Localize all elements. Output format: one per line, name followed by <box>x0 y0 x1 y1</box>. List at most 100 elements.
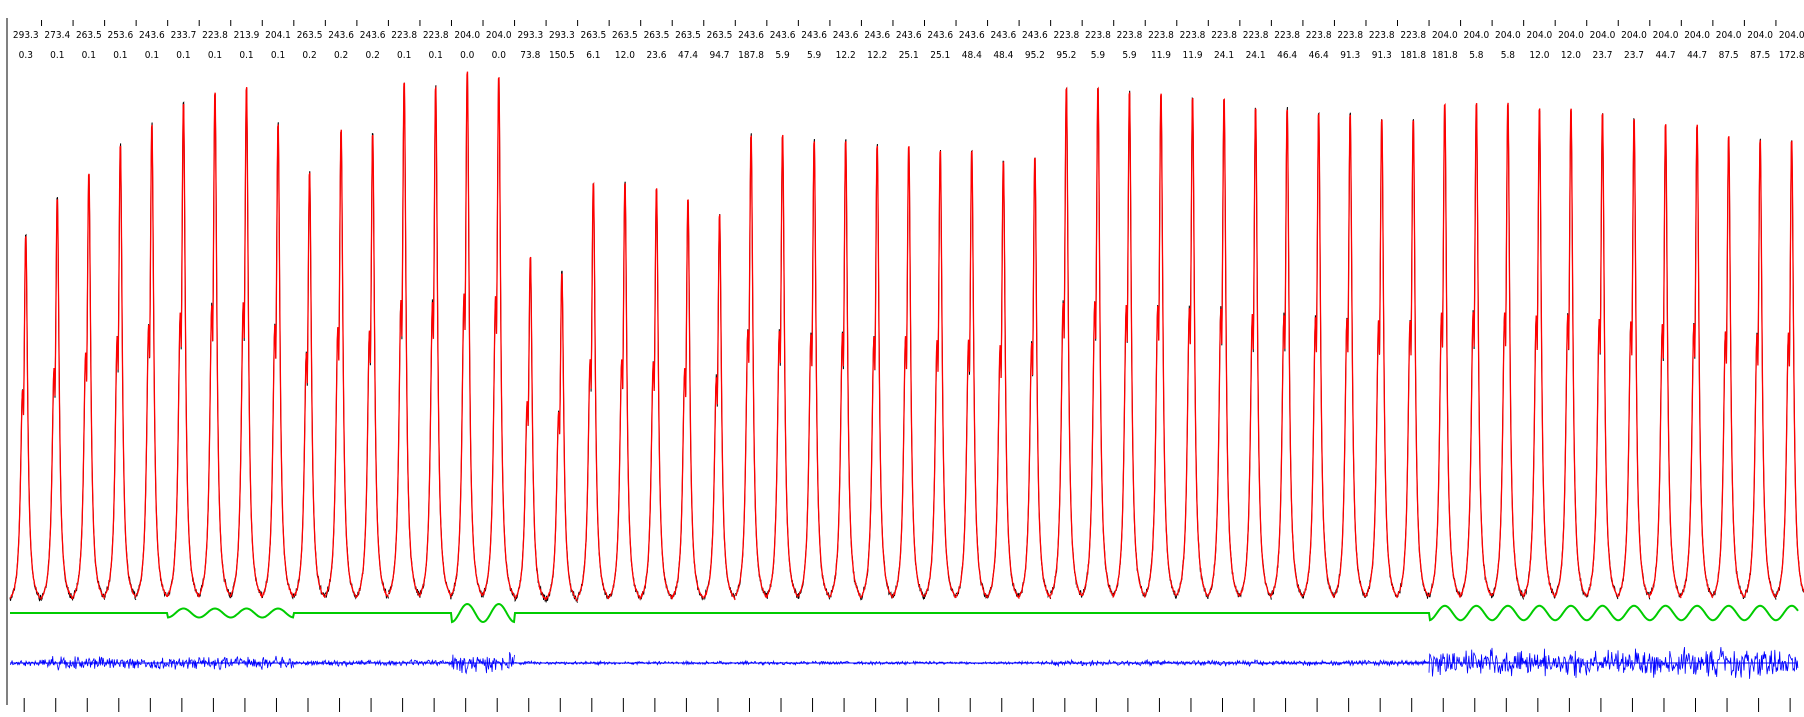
measured-peak <box>261 122 295 600</box>
top-row-label: 263.5 <box>675 30 701 41</box>
second-row-label: 5.9 <box>1091 50 1106 61</box>
measured-peak <box>1333 112 1367 598</box>
second-row-label: 0.2 <box>302 50 316 61</box>
second-row-label: 23.7 <box>1592 50 1612 61</box>
top-row-label: 243.6 <box>328 30 354 41</box>
second-row-label: 48.4 <box>993 50 1013 61</box>
fit-peak <box>1239 108 1272 598</box>
fit-peak <box>892 146 925 598</box>
top-row-label: 243.6 <box>833 30 859 41</box>
measured-peak <box>829 139 862 601</box>
top-row-label: 204.0 <box>1684 30 1710 41</box>
fit-peak <box>1744 140 1777 599</box>
second-row-label: 187.8 <box>738 50 764 61</box>
measured-peak <box>1081 87 1115 598</box>
second-row-label: 24.1 <box>1214 50 1234 61</box>
top-row-label: 223.8 <box>1274 30 1300 41</box>
top-row-label: 243.6 <box>959 30 985 41</box>
fit-peak <box>1428 103 1462 599</box>
second-row-label: 0.1 <box>397 50 411 61</box>
second-row-label: 0.1 <box>113 50 127 61</box>
second-row-label: 25.1 <box>930 50 950 61</box>
fit-peak <box>1396 120 1430 597</box>
fit-peak <box>955 149 989 599</box>
second-row-label: 48.4 <box>962 50 982 61</box>
measured-peak <box>198 93 232 599</box>
residual-segment <box>293 658 452 668</box>
fit-peak <box>608 183 642 601</box>
second-row-label: 5.8 <box>1501 50 1516 61</box>
top-row-label: 233.7 <box>171 30 197 41</box>
top-row-label: 223.8 <box>1369 30 1395 41</box>
fit-peak <box>1144 93 1178 597</box>
top-row-label: 204.0 <box>1621 30 1647 41</box>
top-row-label: 223.8 <box>1117 30 1143 41</box>
second-row-label: 11.9 <box>1183 50 1203 61</box>
measured-peak <box>734 133 768 596</box>
measured-peak <box>230 87 263 598</box>
fit-peak <box>261 124 295 598</box>
second-row-label: 0.1 <box>239 50 253 61</box>
fit-peak <box>1207 98 1241 598</box>
fit-peak <box>1081 86 1115 599</box>
top-row-label: 223.8 <box>1148 30 1174 41</box>
fit-peak <box>1459 103 1493 597</box>
top-row-label: 223.8 <box>202 30 228 41</box>
measured-peak <box>1744 138 1777 600</box>
residual-segment <box>1050 658 1429 668</box>
second-row-label: 12.2 <box>836 50 856 61</box>
second-row-label: 12.2 <box>867 50 887 61</box>
measured-peak <box>1302 112 1335 599</box>
residual-segment <box>9 659 42 667</box>
fit-peak <box>1302 112 1335 599</box>
measured-peak <box>293 171 326 598</box>
second-row-label: 181.8 <box>1432 50 1458 61</box>
top-row-label: 223.8 <box>1243 30 1269 41</box>
fit-peak <box>72 173 106 599</box>
residual-segment <box>514 659 1051 667</box>
top-row-label: 293.3 <box>13 30 39 41</box>
top-row-label: 243.6 <box>770 30 796 41</box>
fit-peak <box>9 236 43 600</box>
fit-peak <box>104 145 137 598</box>
measured-peak <box>1239 107 1272 600</box>
top-row-label: 204.0 <box>1716 30 1742 41</box>
measured-peak <box>1523 109 1556 599</box>
fit-peak <box>860 145 894 599</box>
measured-peak <box>766 136 799 600</box>
top-row-label: 263.5 <box>612 30 638 41</box>
second-row-label: 5.9 <box>807 50 822 61</box>
top-row-label: 204.0 <box>1558 30 1584 41</box>
second-row-label: 94.7 <box>710 50 730 61</box>
measured-peak <box>608 181 642 601</box>
second-row-label: 23.7 <box>1624 50 1644 61</box>
fit-peak <box>230 86 263 599</box>
fit-peak <box>671 199 704 600</box>
residual-segment <box>41 655 294 671</box>
top-row-label: 273.4 <box>44 30 70 41</box>
measured-peak <box>640 189 673 600</box>
second-row-label: 87.5 <box>1750 50 1770 61</box>
second-row-label: 181.8 <box>1400 50 1426 61</box>
fit-peak <box>198 92 232 598</box>
second-row-label: 12.0 <box>615 50 635 61</box>
measured-peak <box>577 183 610 600</box>
fit-peak <box>167 103 200 598</box>
measured-peak <box>72 174 106 600</box>
top-row-label: 243.6 <box>360 30 386 41</box>
measured-peak <box>324 130 358 600</box>
measured-peak <box>419 85 452 600</box>
second-row-label: 172.8 <box>1779 50 1804 61</box>
fit-peak <box>419 85 452 599</box>
measured-peak <box>1649 125 1682 598</box>
fit-peak <box>545 273 579 602</box>
second-row-label: 95.2 <box>1025 50 1045 61</box>
fit-peak <box>1270 109 1304 598</box>
measured-peak <box>451 73 484 598</box>
second-row-label: 46.4 <box>1309 50 1329 61</box>
measured-peak <box>1554 111 1588 597</box>
top-row-label: 243.6 <box>738 30 764 41</box>
second-row-label: 0.2 <box>334 50 348 61</box>
second-row-label: 0.1 <box>429 50 443 61</box>
